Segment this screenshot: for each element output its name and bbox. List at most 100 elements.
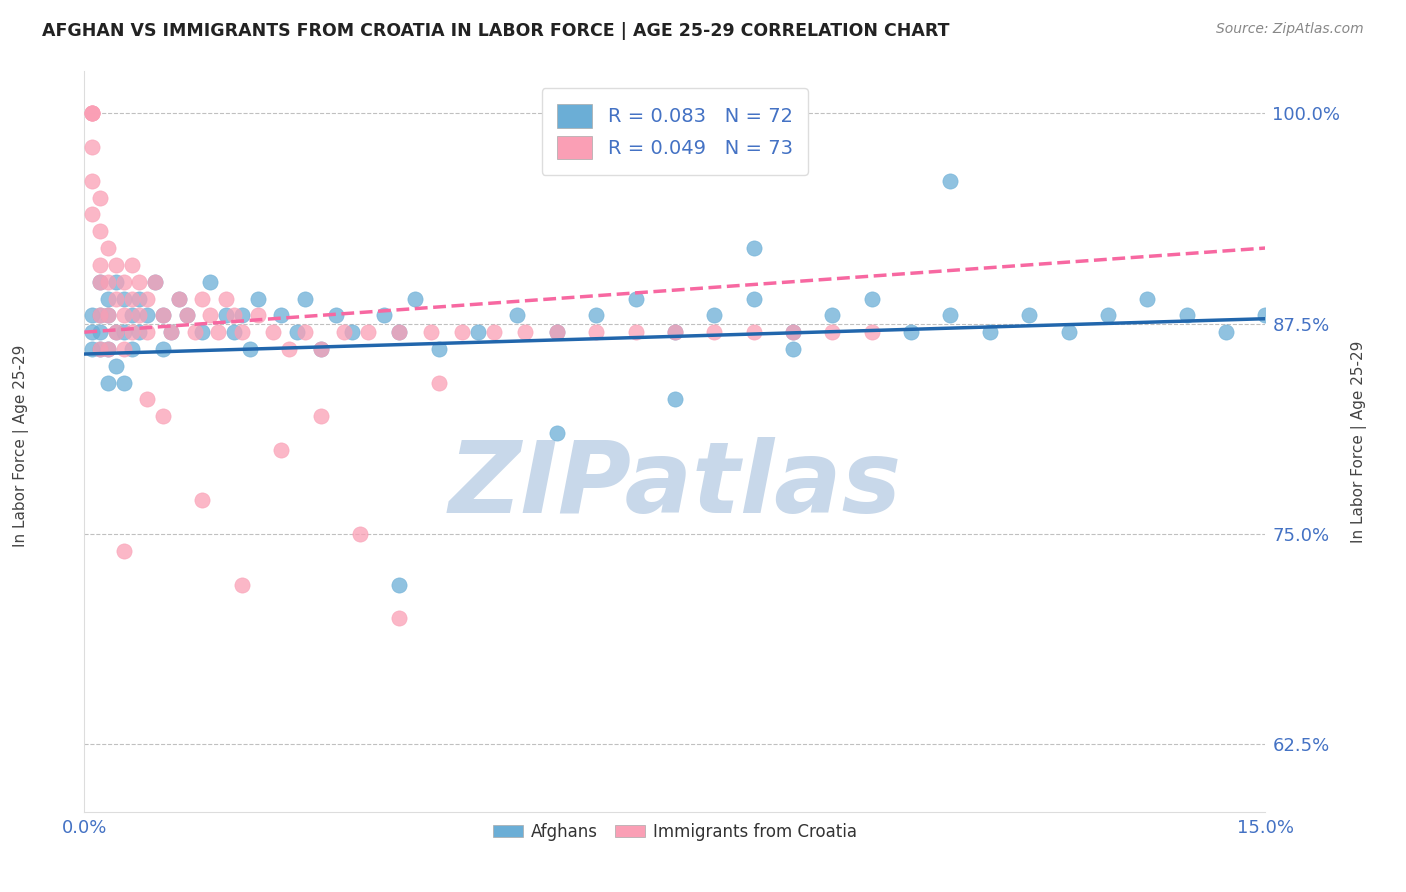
Point: [97, 309, 120, 323]
Legend: Afghans, Immigrants from Croatia: Afghans, Immigrants from Croatia: [486, 816, 863, 847]
Text: AFGHAN VS IMMIGRANTS FROM CROATIA IN LABOR FORCE | AGE 25-29 CORRELATION CHART: AFGHAN VS IMMIGRANTS FROM CROATIA IN LAB…: [42, 22, 949, 40]
Point: [104, 258, 127, 272]
Point: [143, 275, 166, 289]
Point: [309, 342, 332, 356]
Point: [215, 292, 238, 306]
Point: [246, 309, 269, 323]
Point: [515, 325, 537, 339]
Point: [152, 309, 174, 323]
Point: [136, 309, 159, 323]
Point: [703, 325, 725, 339]
Point: [821, 325, 844, 339]
Point: [97, 292, 120, 306]
Point: [782, 342, 804, 356]
Point: [742, 241, 765, 255]
Point: [128, 309, 150, 323]
Point: [128, 292, 150, 306]
Point: [821, 309, 844, 323]
Point: [325, 309, 347, 323]
Point: [82, 342, 104, 356]
Point: [200, 275, 222, 289]
Point: [285, 325, 308, 339]
Point: [546, 426, 568, 441]
Point: [89, 325, 111, 339]
Point: [152, 409, 174, 424]
Point: [388, 611, 411, 625]
Point: [82, 174, 104, 188]
Point: [349, 527, 371, 541]
Point: [176, 309, 198, 323]
Point: [939, 309, 962, 323]
Point: [82, 106, 104, 120]
Point: [191, 292, 214, 306]
Point: [191, 325, 214, 339]
Point: [82, 325, 104, 339]
Point: [1057, 325, 1080, 339]
Point: [482, 325, 505, 339]
Point: [104, 325, 127, 339]
Point: [136, 325, 159, 339]
Point: [121, 292, 143, 306]
Point: [246, 292, 269, 306]
Point: [167, 292, 190, 306]
Point: [112, 544, 135, 558]
Point: [160, 325, 183, 339]
Point: [82, 207, 104, 221]
Point: [152, 342, 174, 356]
Point: [89, 275, 111, 289]
Point: [419, 325, 441, 339]
Point: [176, 309, 198, 323]
Point: [121, 258, 143, 272]
Point: [333, 325, 356, 339]
Point: [1175, 309, 1198, 323]
Point: [585, 309, 607, 323]
Point: [104, 359, 127, 373]
Y-axis label: In Labor Force | Age 25-29: In Labor Force | Age 25-29: [1351, 341, 1368, 542]
Point: [278, 342, 301, 356]
Point: [270, 442, 292, 457]
Point: [215, 309, 238, 323]
Point: [104, 275, 127, 289]
Point: [152, 309, 174, 323]
Point: [143, 275, 166, 289]
Text: ZIPatlas: ZIPatlas: [449, 437, 901, 534]
Text: In Labor Force | Age 25-29: In Labor Force | Age 25-29: [13, 345, 30, 547]
Point: [89, 275, 111, 289]
Point: [121, 325, 143, 339]
Point: [900, 325, 922, 339]
Point: [82, 106, 104, 120]
Point: [89, 309, 111, 323]
Point: [624, 325, 647, 339]
Point: [97, 309, 120, 323]
Point: [112, 342, 135, 356]
Point: [373, 309, 395, 323]
Point: [664, 325, 686, 339]
Point: [160, 325, 183, 339]
Point: [112, 309, 135, 323]
Point: [207, 325, 229, 339]
Point: [357, 325, 380, 339]
Point: [82, 106, 104, 120]
Point: [451, 325, 474, 339]
Point: [128, 275, 150, 289]
Point: [82, 106, 104, 120]
Point: [191, 493, 214, 508]
Point: [294, 292, 316, 306]
Point: [82, 309, 104, 323]
Point: [112, 376, 135, 390]
Point: [585, 325, 607, 339]
Point: [112, 275, 135, 289]
Point: [860, 325, 883, 339]
Point: [1215, 325, 1237, 339]
Point: [112, 292, 135, 306]
Point: [97, 275, 120, 289]
Point: [89, 309, 111, 323]
Point: [388, 325, 411, 339]
Point: [309, 342, 332, 356]
Point: [467, 325, 489, 339]
Point: [239, 342, 262, 356]
Point: [200, 309, 222, 323]
Point: [1254, 309, 1277, 323]
Point: [89, 224, 111, 238]
Point: [167, 292, 190, 306]
